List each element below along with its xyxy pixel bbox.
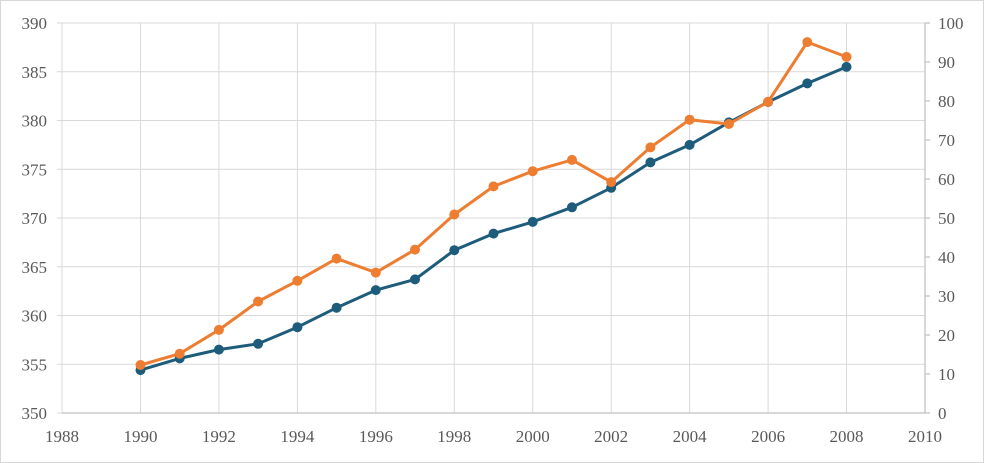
blue-series-marker	[488, 228, 499, 239]
x-axis-label: 1992	[202, 427, 236, 446]
orange-series-marker	[567, 154, 577, 165]
right-axis-label: 70	[938, 131, 955, 150]
x-axis-label: 2010	[908, 427, 942, 446]
orange-series-marker	[488, 181, 499, 192]
orange-series-marker	[449, 209, 460, 220]
right-axis-label: 50	[938, 209, 955, 228]
left-axis-label: 380	[22, 112, 48, 131]
right-axis-label: 80	[938, 92, 955, 111]
right-axis-label: 10	[938, 365, 955, 384]
orange-series-marker	[213, 324, 224, 335]
blue-series-marker	[449, 245, 460, 256]
orange-series-marker	[606, 177, 617, 188]
x-axis-label: 2008	[830, 427, 864, 446]
x-axis-label: 2006	[751, 427, 785, 446]
blue-series-marker	[841, 61, 852, 72]
x-axis-label: 1994	[280, 427, 315, 446]
blue-series-marker	[684, 139, 695, 150]
blue-series-marker	[567, 202, 577, 213]
right-axis-label: 30	[938, 287, 955, 306]
orange-series-marker	[527, 166, 538, 177]
left-axis-label: 385	[22, 63, 48, 82]
orange-series-marker	[331, 253, 342, 264]
right-axis-label: 90	[938, 53, 955, 72]
x-axis-label: 2000	[516, 427, 550, 446]
blue-series-marker	[292, 322, 303, 333]
x-axis-label: 2004	[673, 427, 708, 446]
orange-series-marker	[841, 51, 852, 62]
orange-series-marker	[174, 348, 185, 359]
orange-series-marker	[410, 244, 420, 255]
orange-series-marker	[292, 275, 303, 286]
blue-series-marker	[253, 338, 264, 349]
blue-series-marker	[410, 274, 420, 285]
x-axis-label: 2002	[594, 427, 628, 446]
right-axis-label: 0	[938, 404, 947, 423]
left-axis-label: 370	[22, 209, 48, 228]
right-axis-label: 40	[938, 248, 955, 267]
orange-series-marker	[135, 360, 146, 370]
left-axis-label: 365	[22, 258, 48, 277]
right-axis-label: 60	[938, 170, 955, 189]
right-axis-label: 20	[938, 326, 955, 345]
left-axis-label: 375	[22, 160, 48, 179]
orange-series-marker	[370, 267, 381, 278]
blue-series-marker	[802, 78, 813, 89]
blue-series-marker	[527, 216, 538, 227]
orange-series-marker	[684, 114, 695, 125]
x-axis-label: 1996	[359, 427, 393, 446]
orange-series-marker	[253, 296, 264, 307]
orange-series-marker	[802, 37, 813, 48]
left-axis-label: 360	[22, 307, 48, 326]
blue-series-marker	[370, 285, 381, 296]
blue-series-marker	[645, 157, 656, 168]
left-axis-label: 390	[22, 14, 48, 33]
orange-series-marker	[763, 96, 774, 107]
x-axis-label: 1990	[123, 427, 157, 446]
blue-series-marker	[213, 344, 224, 355]
x-axis-label: 1988	[45, 427, 79, 446]
left-axis-label: 350	[22, 404, 48, 423]
orange-series-marker	[723, 119, 734, 129]
x-axis-label: 1998	[437, 427, 471, 446]
blue-series-marker	[331, 302, 342, 313]
orange-series-marker	[645, 142, 656, 153]
left-axis-label: 355	[22, 355, 48, 374]
right-axis-label: 100	[938, 14, 964, 33]
